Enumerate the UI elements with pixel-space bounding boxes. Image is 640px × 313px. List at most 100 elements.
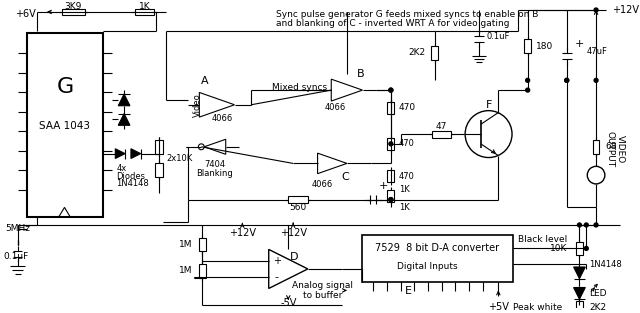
Circle shape [577, 223, 581, 227]
Text: Black level: Black level [518, 234, 567, 244]
Text: VIDEO
OUTPUT: VIDEO OUTPUT [606, 131, 625, 167]
Bar [387, 138, 394, 150]
Circle shape [564, 78, 569, 82]
Polygon shape [332, 79, 362, 101]
Text: 7404: 7404 [204, 160, 225, 169]
Circle shape [389, 88, 393, 92]
Circle shape [584, 223, 588, 227]
Text: 470: 470 [399, 103, 416, 112]
Text: 10K: 10K [550, 244, 568, 253]
Bar [576, 242, 583, 255]
Circle shape [389, 198, 393, 202]
Circle shape [389, 88, 393, 92]
Bar [576, 301, 583, 313]
Text: 1K: 1K [399, 203, 410, 212]
Text: Sync pulse generator G feeds mixed syncs to enable on B: Sync pulse generator G feeds mixed syncs… [276, 10, 538, 19]
Text: 1N4148: 1N4148 [116, 179, 149, 188]
Text: 4066: 4066 [312, 180, 333, 189]
Text: A: A [202, 76, 209, 86]
Text: 1N4148: 1N4148 [589, 259, 622, 269]
Text: +12V: +12V [280, 228, 307, 238]
Bar [288, 196, 308, 203]
Bar [61, 8, 85, 15]
Text: 560: 560 [289, 203, 307, 212]
Text: D: D [290, 252, 298, 262]
Bar [28, 33, 102, 217]
Text: Peak white: Peak white [513, 303, 563, 311]
Text: Mixed syncs: Mixed syncs [271, 83, 327, 92]
Text: 180: 180 [536, 42, 553, 51]
Polygon shape [115, 149, 125, 158]
Bar [156, 163, 163, 177]
Text: 5MHz: 5MHz [5, 224, 30, 233]
Text: +: + [273, 256, 280, 266]
Polygon shape [317, 153, 347, 174]
Text: 1M: 1M [179, 240, 193, 249]
Text: 4066: 4066 [211, 114, 232, 123]
Text: +6V: +6V [15, 9, 35, 19]
Polygon shape [573, 267, 586, 279]
Polygon shape [131, 149, 141, 158]
Circle shape [525, 88, 530, 92]
Polygon shape [269, 249, 308, 289]
Text: +12V: +12V [229, 228, 256, 238]
Polygon shape [573, 288, 586, 299]
Text: 470: 470 [399, 139, 415, 148]
Bar [593, 140, 600, 154]
Text: 470: 470 [399, 172, 415, 181]
Bar [156, 140, 163, 154]
Text: -5V: -5V [280, 298, 296, 308]
Bar [199, 238, 205, 251]
Text: 47: 47 [436, 122, 447, 131]
Text: F: F [485, 100, 492, 110]
Text: 4066: 4066 [324, 103, 346, 112]
Bar [524, 39, 531, 53]
Polygon shape [118, 94, 130, 106]
Bar [199, 264, 205, 278]
Circle shape [525, 78, 530, 82]
Bar [362, 235, 513, 282]
Circle shape [564, 78, 569, 82]
Text: E: E [404, 286, 412, 296]
Text: +: + [378, 181, 388, 191]
Polygon shape [204, 139, 226, 154]
Text: LED: LED [589, 289, 607, 298]
Text: 4x: 4x [116, 164, 127, 173]
Bar [135, 8, 154, 15]
Polygon shape [199, 92, 234, 117]
Text: G: G [56, 77, 74, 97]
Text: SAA 1043: SAA 1043 [40, 121, 90, 131]
Text: 0.1uF: 0.1uF [3, 252, 28, 261]
Text: Blanking: Blanking [196, 169, 234, 178]
Text: 7529  8 bit D-A converter: 7529 8 bit D-A converter [375, 244, 499, 254]
Bar [432, 131, 451, 137]
Text: Video: Video [193, 93, 202, 117]
Polygon shape [118, 114, 130, 125]
Text: 47uF: 47uF [586, 47, 607, 55]
Circle shape [594, 8, 598, 12]
Text: 1M: 1M [179, 266, 193, 275]
Circle shape [594, 223, 598, 227]
Bar [387, 190, 394, 202]
Text: Analog signal
to buffer: Analog signal to buffer [292, 281, 353, 300]
Text: 2x10K: 2x10K [166, 154, 193, 163]
Text: +: + [575, 39, 584, 49]
Text: B: B [356, 69, 364, 80]
Text: Digital Inputs: Digital Inputs [397, 261, 458, 270]
Circle shape [389, 198, 393, 202]
Text: C: C [341, 172, 349, 182]
Text: 1K: 1K [399, 185, 410, 194]
Text: and blanking of C - inverted WRT A for video gating: and blanking of C - inverted WRT A for v… [276, 19, 509, 28]
Text: 68: 68 [606, 142, 618, 151]
Text: +5V: +5V [488, 302, 509, 312]
Text: +12V: +12V [612, 5, 639, 15]
Text: 2K2: 2K2 [408, 49, 425, 58]
Bar [387, 102, 394, 114]
Bar [387, 170, 394, 182]
Circle shape [594, 78, 598, 82]
Text: 0.1uF: 0.1uF [486, 32, 510, 41]
Text: 3K9: 3K9 [65, 2, 82, 11]
Text: 2K2: 2K2 [589, 303, 606, 311]
Circle shape [584, 246, 588, 250]
Text: Diodes: Diodes [116, 172, 145, 181]
